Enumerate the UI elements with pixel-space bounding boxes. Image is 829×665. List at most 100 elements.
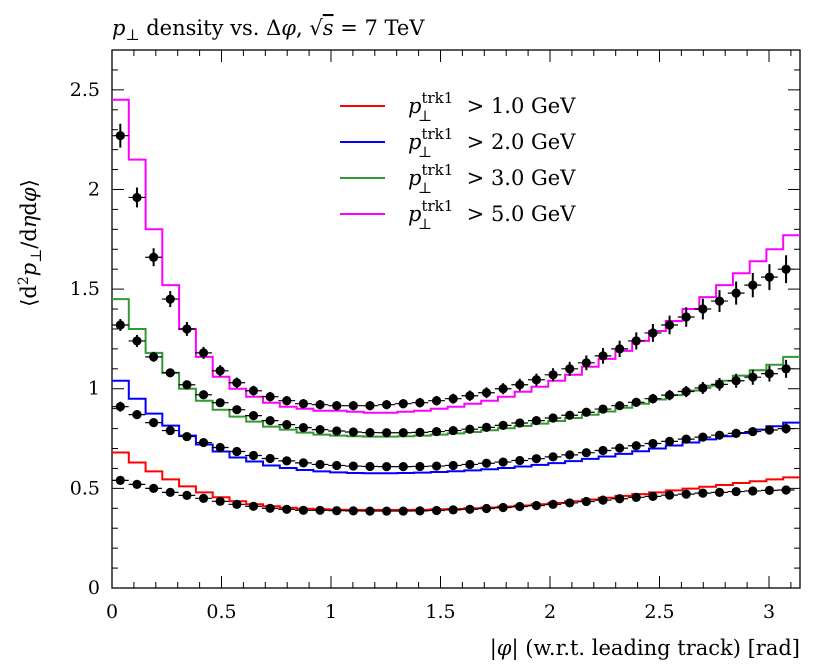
data-point [398, 462, 408, 472]
data-point [398, 428, 408, 438]
data-point [132, 410, 142, 420]
x-tick-label: 0.5 [206, 601, 236, 623]
data-point [748, 426, 758, 437]
data-point [515, 455, 525, 466]
data-point [165, 425, 175, 436]
data-point [598, 351, 608, 361]
data-point [681, 386, 691, 397]
data-point [764, 272, 775, 282]
data-point [465, 459, 475, 470]
data-point [215, 496, 225, 506]
data-point [282, 504, 292, 514]
data-point [298, 458, 309, 468]
data-point [698, 432, 708, 442]
mc-histograms [112, 98, 800, 511]
x-tick-label: 0 [106, 601, 118, 623]
data-point [548, 452, 558, 462]
data-point [465, 424, 475, 434]
data-point [115, 402, 125, 412]
x-tick-label: 3 [763, 601, 775, 623]
data-point [548, 413, 558, 423]
data-point [465, 504, 475, 514]
data-point [115, 131, 125, 141]
data-point [498, 420, 508, 431]
data-point [664, 390, 675, 400]
data-point [248, 450, 259, 461]
data-point [165, 294, 175, 304]
data-point [531, 500, 542, 511]
data-point [348, 401, 358, 411]
y-tick-label: 0 [88, 577, 100, 599]
data-point [182, 324, 192, 334]
data-point [748, 280, 758, 290]
y-tick-label: 0.5 [70, 477, 100, 499]
data-point [115, 475, 125, 485]
data-point [648, 491, 658, 501]
plot-frame [111, 49, 801, 589]
data-point [781, 264, 791, 274]
data-point [664, 436, 675, 446]
data-point [598, 445, 608, 456]
data-point [748, 486, 758, 496]
data-point [448, 505, 458, 515]
data-point [248, 501, 259, 511]
data-point [365, 401, 375, 411]
data-point [365, 427, 375, 438]
data-point [731, 428, 741, 438]
data-points [111, 123, 795, 516]
data-point [282, 396, 292, 406]
data-point [182, 380, 192, 390]
data-point [382, 400, 392, 410]
data-point [448, 394, 458, 404]
data-point [581, 448, 591, 458]
data-point [714, 430, 725, 440]
data-point [615, 401, 625, 411]
data-point [248, 411, 259, 421]
data-point [232, 405, 242, 415]
data-point [598, 495, 608, 505]
axis-ticks [111, 50, 800, 589]
data-point [481, 422, 492, 432]
data-point [149, 352, 159, 362]
data-point [681, 312, 691, 322]
x-tick-label: 1 [325, 601, 337, 623]
data-point [698, 304, 708, 314]
data-point [315, 424, 325, 435]
data-point [149, 483, 159, 493]
data-point [731, 376, 741, 386]
data-point [348, 506, 358, 516]
y-tick-label: 2 [88, 178, 100, 200]
legend-label: ptrk1 ⊥ > 5.0 GeV [408, 197, 576, 233]
data-point [282, 456, 292, 466]
data-point [115, 320, 125, 330]
data-point [298, 399, 309, 409]
data-point [531, 454, 542, 464]
data-point [731, 486, 741, 497]
data-point [132, 336, 142, 346]
data-point [581, 358, 591, 368]
data-point [398, 506, 408, 516]
data-point [615, 344, 625, 354]
data-point [382, 462, 392, 472]
data-point [431, 396, 442, 406]
data-point [698, 488, 708, 498]
data-point [631, 492, 641, 502]
data-point [265, 392, 275, 402]
data-point [198, 437, 209, 448]
x-axis-label: |φ| (w.r.t. leading track) [rad] [490, 636, 800, 661]
data-point [648, 328, 658, 338]
data-point [764, 368, 775, 379]
data-point [498, 457, 508, 467]
data-point [565, 498, 575, 508]
x-tick-label: 2 [544, 601, 556, 623]
data-point [615, 443, 625, 453]
data-point [781, 364, 791, 374]
data-point [764, 425, 775, 435]
data-point [198, 348, 209, 358]
data-point [382, 506, 392, 516]
mc-series-line [112, 298, 800, 438]
data-point [431, 505, 442, 516]
data-point [631, 336, 641, 346]
data-point [165, 368, 175, 378]
